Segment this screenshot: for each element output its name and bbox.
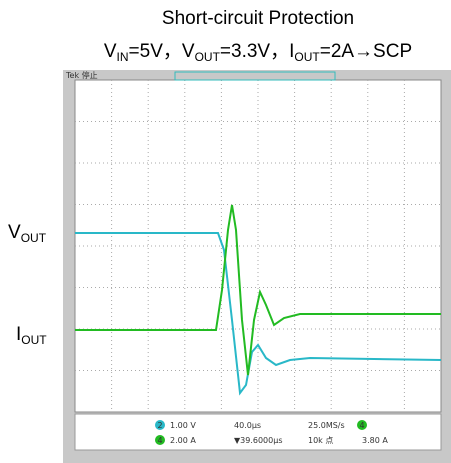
label-main: V bbox=[8, 222, 21, 243]
subtitle-part: =2A→SCP bbox=[320, 41, 412, 62]
subtitle-part: V bbox=[104, 41, 117, 62]
trigger-level: 3.80 A bbox=[362, 436, 388, 445]
sample-rate: 25.0MS/s bbox=[308, 421, 345, 430]
subtitle-sub: OUT bbox=[294, 50, 320, 64]
ch4-scale: 2.00 A bbox=[170, 436, 196, 445]
scope-status: Tek 停止 bbox=[65, 70, 98, 80]
page: Short-circuit Protection VIN=5V，VOUT=3.3… bbox=[0, 0, 451, 463]
trigger-pos: ▼39.6000µs bbox=[234, 436, 283, 445]
subtitle-sub: OUT bbox=[195, 50, 221, 64]
label-sub: OUT bbox=[21, 231, 47, 245]
timebase: 40.0µs bbox=[234, 421, 261, 430]
subtitle-sub: IN bbox=[117, 50, 129, 64]
vout-label: VOUT bbox=[8, 222, 47, 245]
subtitle-part: =3.3V，I bbox=[220, 41, 294, 62]
scope-screen bbox=[75, 80, 441, 412]
label-sub: OUT bbox=[21, 333, 47, 347]
figure: Short-circuit Protection VIN=5V，VOUT=3.3… bbox=[0, 0, 451, 463]
ch2-id: 2 bbox=[157, 421, 162, 430]
title: Short-circuit Protection bbox=[162, 8, 354, 29]
ch2-scale: 1.00 V bbox=[170, 421, 196, 430]
ch4-id: 4 bbox=[157, 436, 162, 445]
iout-label: IOUT bbox=[16, 324, 47, 347]
record-length: 10k 点 bbox=[308, 436, 333, 445]
subtitle-part: =5V，V bbox=[129, 41, 195, 62]
trig-ch: 4 bbox=[359, 421, 364, 430]
subtitle: VIN=5V，VOUT=3.3V，IOUT=2A→SCP bbox=[104, 41, 412, 64]
